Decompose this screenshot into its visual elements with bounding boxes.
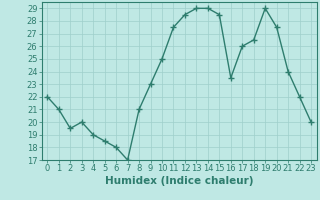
X-axis label: Humidex (Indice chaleur): Humidex (Indice chaleur) [105,176,253,186]
